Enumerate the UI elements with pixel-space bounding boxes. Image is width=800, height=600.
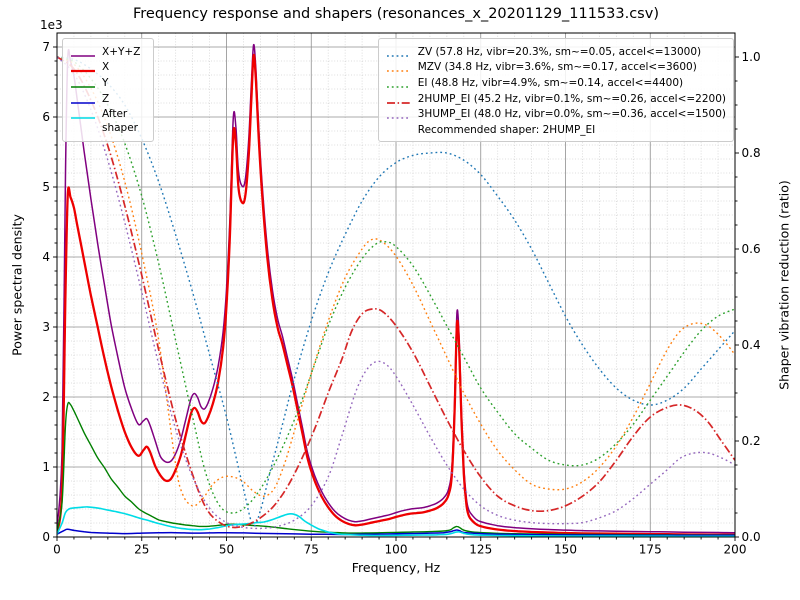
svg-text:0.2: 0.2	[742, 434, 761, 448]
legend-item-after-shaper: After shaper	[70, 107, 146, 135]
y-axis-label-right: Shaper vibration reduction (ratio)	[776, 180, 792, 390]
svg-text:0.0: 0.0	[742, 530, 761, 544]
legend-label-z: Z	[102, 92, 110, 105]
legend-item-xyz: X+Y+Z	[70, 45, 146, 59]
svg-text:50: 50	[219, 543, 234, 557]
legend-line-z-icon	[70, 96, 96, 104]
svg-text:125: 125	[469, 543, 492, 557]
legend-label-y: Y	[102, 76, 109, 89]
svg-text:75: 75	[304, 543, 319, 557]
svg-text:0: 0	[53, 543, 61, 557]
legend-label-3hump-ei: 3HUMP_EI (48.0 Hz, vibr=0.0%, sm~=0.36, …	[417, 108, 726, 121]
svg-text:25: 25	[134, 543, 149, 557]
svg-text:1.0: 1.0	[742, 50, 761, 64]
legend-line-3hump-ei-icon	[386, 111, 412, 119]
svg-text:3: 3	[42, 320, 50, 334]
y-axis-scale-label: 1e3	[40, 18, 63, 32]
legend-line-after-shaper-icon	[70, 111, 96, 119]
legend-item-z: Z	[70, 92, 146, 106]
legend-item-ei: EI (48.8 Hz, vibr=4.9%, sm~=0.14, accel<…	[386, 76, 726, 90]
svg-text:4: 4	[42, 250, 50, 264]
legend-label-mzv: MZV (34.8 Hz, vibr=3.6%, sm~=0.17, accel…	[417, 61, 697, 74]
svg-text:5: 5	[42, 180, 50, 194]
svg-text:100: 100	[385, 543, 408, 557]
legend-label-2hump-ei: 2HUMP_EI (45.2 Hz, vibr=0.1%, sm~=0.26, …	[417, 92, 726, 105]
legend-psd: X+Y+Z X Y Z After shaper	[62, 38, 154, 143]
svg-text:200: 200	[724, 543, 747, 557]
chart-title: Frequency response and shapers (resonanc…	[133, 6, 659, 22]
legend-label-after-shaper: After shaper	[102, 108, 139, 135]
recommended-shaper-note: Recommended shaper: 2HUMP_EI	[417, 123, 596, 136]
y-axis-label-left: Power spectral density	[9, 214, 25, 356]
legend-label-xyz: X+Y+Z	[102, 45, 141, 58]
legend-label-zv: ZV (57.8 Hz, vibr=20.3%, sm~=0.05, accel…	[417, 45, 702, 58]
legend-line-2hump-ei-icon	[386, 96, 412, 104]
legend-line-ei-icon	[386, 80, 412, 88]
legend-item-x: X	[70, 60, 146, 74]
legend-line-mzv-icon	[386, 64, 412, 72]
legend-line-zv-icon	[386, 49, 412, 57]
svg-text:0.8: 0.8	[742, 146, 761, 160]
svg-text:0: 0	[42, 530, 50, 544]
legend-shapers: ZV (57.8 Hz, vibr=20.3%, sm~=0.05, accel…	[377, 38, 734, 143]
svg-text:0.6: 0.6	[742, 242, 761, 256]
svg-text:150: 150	[554, 543, 577, 557]
legend-label-x: X	[102, 61, 110, 74]
svg-text:1: 1	[42, 460, 50, 474]
legend-item-y: Y	[70, 76, 146, 90]
legend-item-2hump-ei: 2HUMP_EI (45.2 Hz, vibr=0.1%, sm~=0.26, …	[386, 92, 726, 106]
legend-label-ei: EI (48.8 Hz, vibr=4.9%, sm~=0.14, accel<…	[417, 76, 684, 89]
legend-item-zv: ZV (57.8 Hz, vibr=20.3%, sm~=0.05, accel…	[386, 45, 726, 59]
x-axis-label: Frequency, Hz	[351, 560, 441, 575]
legend-item-mzv: MZV (34.8 Hz, vibr=3.6%, sm~=0.17, accel…	[386, 60, 726, 74]
svg-text:0.4: 0.4	[742, 338, 761, 352]
legend-line-y-icon	[70, 80, 96, 88]
svg-text:175: 175	[639, 543, 662, 557]
svg-text:6: 6	[42, 110, 50, 124]
legend-line-x-icon	[70, 64, 96, 73]
svg-text:2: 2	[42, 390, 50, 404]
legend-line-xyz-icon	[70, 49, 96, 57]
legend-item-3hump-ei: 3HUMP_EI (48.0 Hz, vibr=0.0%, sm~=0.36, …	[386, 107, 726, 121]
svg-text:7: 7	[42, 40, 50, 54]
